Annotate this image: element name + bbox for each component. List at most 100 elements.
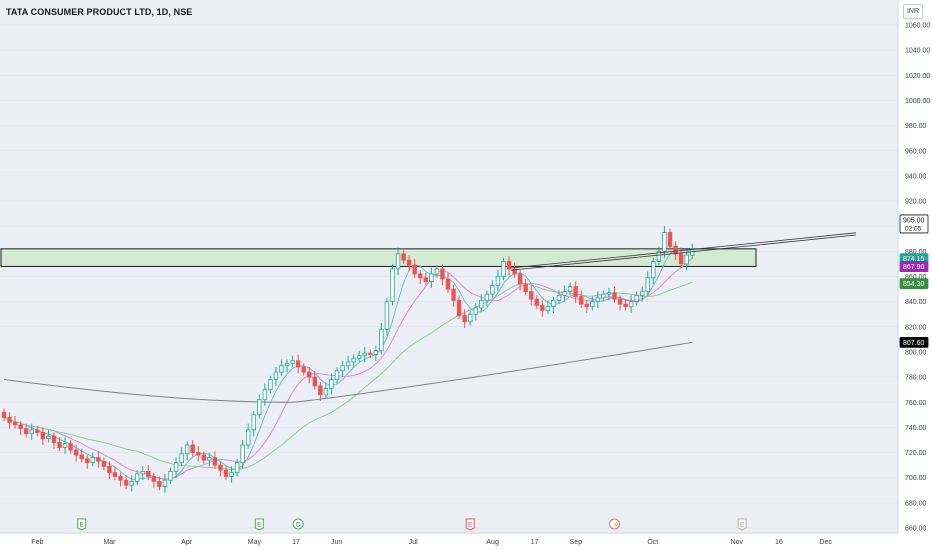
- candle-down: [440, 268, 445, 280]
- event-icon: [77, 518, 87, 531]
- y-tick-label: 720.00: [905, 450, 927, 457]
- candle-down: [584, 303, 589, 308]
- candle-down: [68, 443, 73, 451]
- candle-up: [162, 479, 168, 487]
- candle-up: [351, 357, 356, 363]
- candle-down: [512, 268, 517, 275]
- candle-up: [562, 291, 567, 296]
- candle-up: [240, 444, 245, 464]
- x-tick-label: Aug: [486, 539, 499, 546]
- candle-up: [662, 232, 667, 252]
- x-tick-label: Sep: [570, 539, 583, 546]
- x-tick-label: Oct: [647, 539, 658, 546]
- candle-down: [23, 428, 29, 435]
- candle-up: [168, 471, 173, 481]
- candle-up: [140, 471, 145, 475]
- candle-down: [301, 366, 306, 373]
- event-letter: ⚡: [612, 521, 620, 529]
- event-marker-dividend-green[interactable]: D: [292, 518, 304, 530]
- y-tick-label: 980.00: [905, 123, 927, 130]
- candle-up: [645, 277, 650, 292]
- candle-down: [445, 278, 451, 290]
- candle-up: [245, 429, 251, 446]
- candle-down: [107, 465, 112, 474]
- candle-down: [96, 457, 101, 462]
- candle-up: [234, 462, 240, 474]
- x-tick-label: May: [248, 539, 262, 546]
- resistance-zone: [0, 248, 757, 267]
- candle-up: [323, 388, 329, 396]
- y-tick-label: 860.00: [905, 274, 927, 281]
- last-price-tag-countdown: 02:05: [905, 225, 922, 232]
- x-tick-label: 17: [531, 539, 539, 546]
- candle-down: [517, 273, 523, 285]
- candle-down: [523, 283, 528, 292]
- candle-down: [406, 259, 412, 266]
- candle-up: [62, 443, 68, 448]
- x-tick-label: Jun: [331, 539, 342, 546]
- candle-up: [479, 299, 484, 309]
- candle-down: [190, 444, 195, 453]
- candle-down: [401, 253, 406, 261]
- y-tick-label: 920.00: [905, 199, 927, 206]
- candle-up: [595, 297, 601, 303]
- candle-up: [284, 362, 290, 367]
- event-icon: [737, 518, 747, 531]
- candle-down: [18, 424, 23, 430]
- candle-up: [362, 352, 367, 357]
- candle-down: [462, 315, 467, 323]
- candle-up: [501, 261, 506, 277]
- candle-up: [46, 435, 51, 440]
- currency-button[interactable]: INR: [903, 4, 923, 19]
- candle-up: [634, 294, 639, 303]
- y-tick-label: 820.00: [905, 324, 927, 331]
- sma-slow-tag-text: 854.30: [903, 281, 925, 288]
- event-letter: E: [468, 522, 473, 529]
- candle-up: [590, 301, 595, 308]
- event-marker-earnings-future[interactable]: E: [737, 518, 747, 531]
- candle-down: [529, 291, 534, 300]
- candle-up: [90, 457, 95, 464]
- candle-down: [35, 429, 40, 433]
- candle-down: [295, 360, 301, 368]
- candle-up: [429, 273, 434, 282]
- event-marker-earnings-red[interactable]: E: [465, 518, 475, 531]
- candle-up: [556, 294, 562, 301]
- candle-up: [290, 360, 295, 364]
- candle-up: [656, 250, 662, 262]
- candle-up: [545, 306, 551, 311]
- y-tick-label: 660.00: [905, 526, 927, 533]
- candle-up: [651, 261, 656, 279]
- event-marker-earnings-green[interactable]: E: [77, 518, 87, 531]
- sma-long-line: [3, 341, 693, 403]
- candle-down: [1, 411, 7, 418]
- sma-mid-tag-text: 867.90: [903, 264, 925, 271]
- candle-up: [606, 292, 612, 295]
- y-tick-label: 1060.00: [905, 23, 930, 30]
- event-marker-earnings-green[interactable]: E: [254, 518, 264, 531]
- event-icon: [254, 518, 264, 531]
- y-tick-label: 940.00: [905, 173, 927, 180]
- candle-up: [601, 293, 606, 299]
- event-letter: D: [296, 522, 301, 529]
- y-tick-label: 840.00: [905, 299, 927, 306]
- event-icon: [292, 518, 304, 530]
- candle-up: [334, 370, 340, 381]
- event-letter: E: [740, 522, 745, 529]
- event-marker-split[interactable]: ⚡: [609, 518, 621, 530]
- candle-down: [73, 449, 79, 456]
- candle-up: [467, 313, 473, 323]
- candle-down: [456, 299, 462, 316]
- y-tick-label: 780.00: [905, 375, 927, 382]
- candle-down: [623, 303, 628, 308]
- candle-down: [667, 232, 673, 247]
- symbol-title: TATA CONSUMER PRODUCT LTD, 1D, NSE: [6, 7, 193, 17]
- candle-down: [451, 288, 456, 301]
- candle-down: [368, 352, 373, 355]
- candle-up: [490, 284, 495, 295]
- candle-up: [567, 286, 573, 292]
- candle-up: [495, 276, 501, 286]
- candle-up: [356, 355, 362, 359]
- candle-up: [484, 293, 490, 301]
